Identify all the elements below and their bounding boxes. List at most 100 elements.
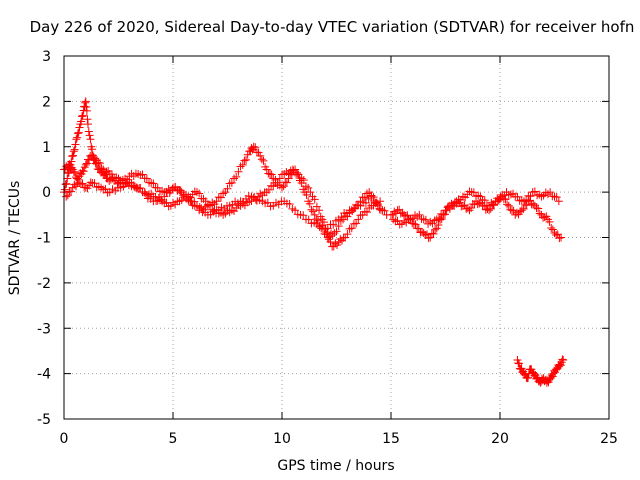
data-point bbox=[225, 179, 234, 188]
data-point bbox=[557, 233, 566, 242]
data-point bbox=[63, 191, 72, 200]
data-point bbox=[68, 152, 77, 161]
data-point bbox=[138, 170, 147, 179]
data-point bbox=[512, 208, 521, 217]
data-point bbox=[67, 163, 76, 172]
data-point bbox=[378, 206, 387, 215]
data-point bbox=[85, 155, 94, 164]
data-point bbox=[390, 207, 399, 216]
data-point bbox=[77, 112, 86, 121]
x-axis-label: GPS time / hours bbox=[277, 458, 394, 474]
data-point bbox=[336, 235, 345, 244]
data-point bbox=[236, 162, 245, 171]
y-tick-label: -5 bbox=[37, 412, 51, 428]
data-point bbox=[527, 200, 536, 209]
data-point bbox=[334, 222, 343, 231]
data-point bbox=[332, 227, 341, 236]
data-point bbox=[82, 103, 91, 112]
data-point bbox=[78, 179, 87, 188]
data-point bbox=[60, 185, 69, 194]
data-point bbox=[529, 369, 538, 378]
data-point bbox=[69, 147, 78, 156]
data-point bbox=[315, 206, 324, 215]
data-point bbox=[275, 174, 284, 183]
data-point bbox=[240, 156, 249, 165]
data-point bbox=[77, 117, 86, 126]
x-tick-label: 25 bbox=[600, 431, 618, 447]
series-track-e bbox=[389, 187, 563, 229]
grid-lines bbox=[64, 56, 609, 419]
y-tick-label: 2 bbox=[42, 94, 51, 110]
data-point bbox=[257, 155, 266, 164]
data-point bbox=[434, 213, 443, 222]
data-point bbox=[72, 135, 81, 144]
x-tick-label: 5 bbox=[169, 431, 178, 447]
data-point bbox=[550, 228, 559, 237]
data-point bbox=[473, 200, 482, 209]
data-point bbox=[354, 215, 363, 224]
data-point bbox=[426, 233, 435, 242]
data-point bbox=[195, 189, 204, 198]
series-track-d bbox=[387, 192, 566, 243]
data-point bbox=[291, 206, 300, 215]
data-point bbox=[254, 148, 263, 157]
data-point bbox=[267, 170, 276, 179]
data-point bbox=[554, 197, 563, 206]
data-point bbox=[232, 172, 241, 181]
data-point bbox=[533, 373, 542, 382]
data-point bbox=[64, 169, 73, 178]
data-point bbox=[439, 210, 448, 219]
series-track-b bbox=[60, 151, 385, 251]
data-point bbox=[135, 184, 144, 193]
data-point bbox=[95, 159, 104, 168]
data-point bbox=[396, 209, 405, 218]
data-point bbox=[411, 220, 420, 229]
data-point bbox=[227, 178, 236, 187]
data-point bbox=[552, 230, 561, 239]
data-point bbox=[70, 145, 79, 154]
data-point bbox=[558, 355, 567, 364]
data-point bbox=[367, 192, 376, 201]
data-point bbox=[372, 198, 381, 207]
data-marks bbox=[60, 97, 568, 387]
data-point bbox=[70, 168, 79, 177]
data-point bbox=[306, 188, 315, 197]
chart-title: Day 226 of 2020, Sidereal Day-to-day VTE… bbox=[30, 18, 635, 36]
data-point bbox=[199, 194, 208, 203]
data-point bbox=[323, 233, 332, 242]
data-point bbox=[527, 365, 536, 374]
data-point bbox=[113, 179, 122, 188]
data-point bbox=[262, 165, 271, 174]
data-point bbox=[421, 230, 430, 239]
x-tick-label: 0 bbox=[60, 431, 69, 447]
data-point bbox=[424, 234, 433, 243]
data-point bbox=[79, 167, 88, 176]
data-point bbox=[285, 199, 294, 208]
data-point bbox=[360, 193, 369, 202]
y-tick-label: 3 bbox=[42, 49, 51, 65]
data-point bbox=[251, 143, 260, 152]
y-tick-label: -3 bbox=[37, 321, 51, 337]
data-point bbox=[515, 359, 524, 368]
data-point bbox=[513, 356, 522, 365]
data-point bbox=[345, 224, 354, 233]
data-point bbox=[227, 206, 236, 215]
y-tick-label: 0 bbox=[42, 185, 51, 201]
data-point bbox=[395, 205, 404, 214]
data-point bbox=[106, 175, 115, 184]
data-point bbox=[462, 204, 471, 213]
y-tick-label: -1 bbox=[37, 231, 51, 247]
data-point bbox=[81, 160, 90, 169]
data-point bbox=[190, 197, 199, 206]
data-point bbox=[83, 120, 92, 129]
series-track-c bbox=[62, 178, 387, 234]
data-point bbox=[349, 204, 358, 213]
data-point bbox=[238, 160, 247, 169]
data-point bbox=[73, 133, 82, 142]
data-point bbox=[337, 213, 346, 222]
data-point bbox=[326, 238, 335, 247]
data-point bbox=[76, 180, 85, 189]
data-point bbox=[294, 170, 303, 179]
data-point bbox=[419, 228, 428, 237]
